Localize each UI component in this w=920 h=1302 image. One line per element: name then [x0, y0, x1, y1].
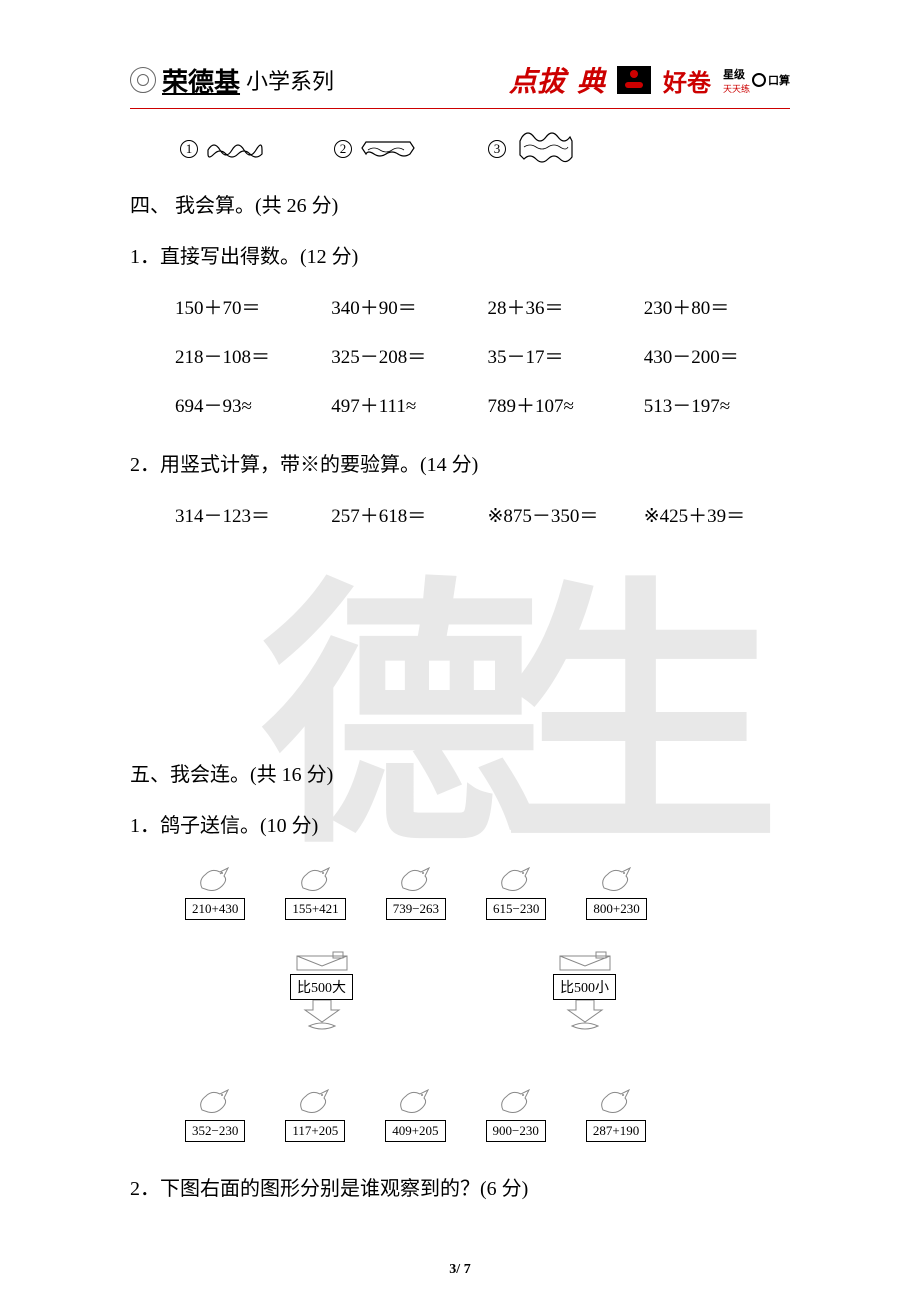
pigeon-icon [395, 862, 437, 898]
pigeon-item: 615−230 [486, 862, 546, 920]
pigeon-item: 409+205 [385, 1084, 445, 1142]
pigeon-icon [194, 1084, 236, 1120]
calc-cell: 325－208＝ [331, 342, 477, 369]
pigeon-row-bottom: 352−230 117+205 409+205 900−230 287+190 [185, 1084, 790, 1142]
brand-name: 荣德基 [162, 68, 240, 97]
pigeon-icon [495, 862, 537, 898]
pigeon-icon [295, 862, 337, 898]
circled-num-1: 1 [180, 140, 198, 158]
script-label-1: 点拔 [509, 60, 565, 100]
mailbox-label: 比500小 [553, 974, 616, 1000]
shape-2-icon [358, 136, 418, 162]
badge-circle-icon [752, 73, 766, 87]
pigeon-icon [595, 1084, 637, 1120]
pigeon-icon [194, 862, 236, 898]
calc-cell: 150＋70＝ [175, 293, 321, 320]
pigeon-item: 287+190 [586, 1084, 646, 1142]
section-4-sub1: 1．直接写出得数。(12 分) [130, 240, 790, 269]
section-5-title: 五、我会连。(共 16 分) [130, 758, 790, 787]
shape-item-2: 2 [334, 136, 418, 162]
pigeon-icon [294, 1084, 336, 1120]
mailbox-stand-icon [299, 1000, 345, 1034]
calc-cell: 694－93≈ [175, 391, 321, 418]
pigeon-item: 352−230 [185, 1084, 245, 1142]
calc-cell: 28＋36＝ [488, 293, 634, 320]
section-4-sub2: 2．用竖式计算，带※的要验算。(14 分) [130, 448, 790, 477]
haojuan-label: 好卷 [663, 63, 711, 98]
pigeon-icon [495, 1084, 537, 1120]
mailbox-item: 比500大 [290, 950, 353, 1034]
calc-cell: 230＋80＝ [644, 293, 790, 320]
pigeon-icon [394, 1084, 436, 1120]
pigeon-row-top: 210+430 155+421 739−263 615−230 800+230 [185, 862, 790, 920]
shape-item-1: 1 [180, 138, 264, 160]
section-4-title: 四、 我会算。(共 26 分) [130, 189, 790, 218]
pigeon-label: 615−230 [486, 898, 546, 920]
mailbox-stand-icon [562, 1000, 608, 1034]
dots-icon [617, 66, 651, 94]
calc-cell: 35－17＝ [488, 342, 634, 369]
pigeon-label: 739−263 [386, 898, 446, 920]
mailbox-icon [291, 950, 353, 974]
calc-cell: 218－108＝ [175, 342, 321, 369]
calc-grid-2: 314－123＝ 257＋618＝ ※875－350＝ ※425＋39＝ [175, 501, 790, 528]
pigeon-item: 117+205 [285, 1084, 345, 1142]
mailbox-item: 比500小 [553, 950, 616, 1034]
badge-bottom: 天天练 [723, 82, 750, 95]
shapes-row: 1 2 3 [180, 127, 790, 171]
badge: 星级 天天练 口算 [723, 66, 790, 95]
calc-grid-1: 150＋70＝ 340＋90＝ 28＋36＝ 230＋80＝ 218－108＝ … [175, 293, 790, 418]
mailbox-icon [554, 950, 616, 974]
pigeon-label: 352−230 [185, 1120, 245, 1142]
badge-top: 星级 [723, 66, 750, 82]
circled-num-3: 3 [488, 140, 506, 158]
pigeon-label: 900−230 [486, 1120, 546, 1142]
calc-cell: ※875－350＝ [488, 501, 634, 528]
shape-item-3: 3 [488, 127, 582, 171]
shape-3-icon [512, 127, 582, 171]
pigeon-item: 210+430 [185, 862, 245, 920]
calc-cell: 430－200＝ [644, 342, 790, 369]
pigeon-label: 287+190 [586, 1120, 646, 1142]
calc-cell: 789＋107≈ [488, 391, 634, 418]
calc-cell: 497＋111≈ [331, 391, 477, 418]
calc-cell: 513－197≈ [644, 391, 790, 418]
logo-icon [130, 67, 156, 93]
circled-num-2: 2 [334, 140, 352, 158]
pigeon-label: 117+205 [285, 1120, 345, 1142]
pigeon-item: 900−230 [486, 1084, 546, 1142]
shape-1-icon [204, 138, 264, 160]
pigeon-label: 409+205 [385, 1120, 445, 1142]
mailbox-label: 比500大 [290, 974, 353, 1000]
calc-cell: 314－123＝ [175, 501, 321, 528]
calc-cell: ※425＋39＝ [644, 501, 790, 528]
page-number: 3/ 7 [449, 1262, 470, 1278]
pigeon-item: 800+230 [586, 862, 646, 920]
section-5-sub1: 1．鸽子送信。(10 分) [130, 809, 790, 838]
pigeon-label: 155+421 [285, 898, 345, 920]
calc-cell: 340＋90＝ [331, 293, 477, 320]
section-5-sub2: 2．下图右面的图形分别是谁观察到的？(6 分) [130, 1172, 790, 1201]
script-label-2: 典 [577, 60, 605, 100]
pigeon-item: 739−263 [386, 862, 446, 920]
page-header: 荣德基 小学系列 点拔 典 好卷 星级 天天练 口算 [130, 60, 790, 109]
mailbox-row: 比500大 比500小 [290, 950, 790, 1034]
pigeon-icon [596, 862, 638, 898]
pigeon-label: 210+430 [185, 898, 245, 920]
series-label: 小学系列 [246, 64, 334, 96]
pigeon-item: 155+421 [285, 862, 345, 920]
badge-char: 口算 [768, 72, 790, 88]
pigeon-label: 800+230 [586, 898, 646, 920]
calc-cell: 257＋618＝ [331, 501, 477, 528]
